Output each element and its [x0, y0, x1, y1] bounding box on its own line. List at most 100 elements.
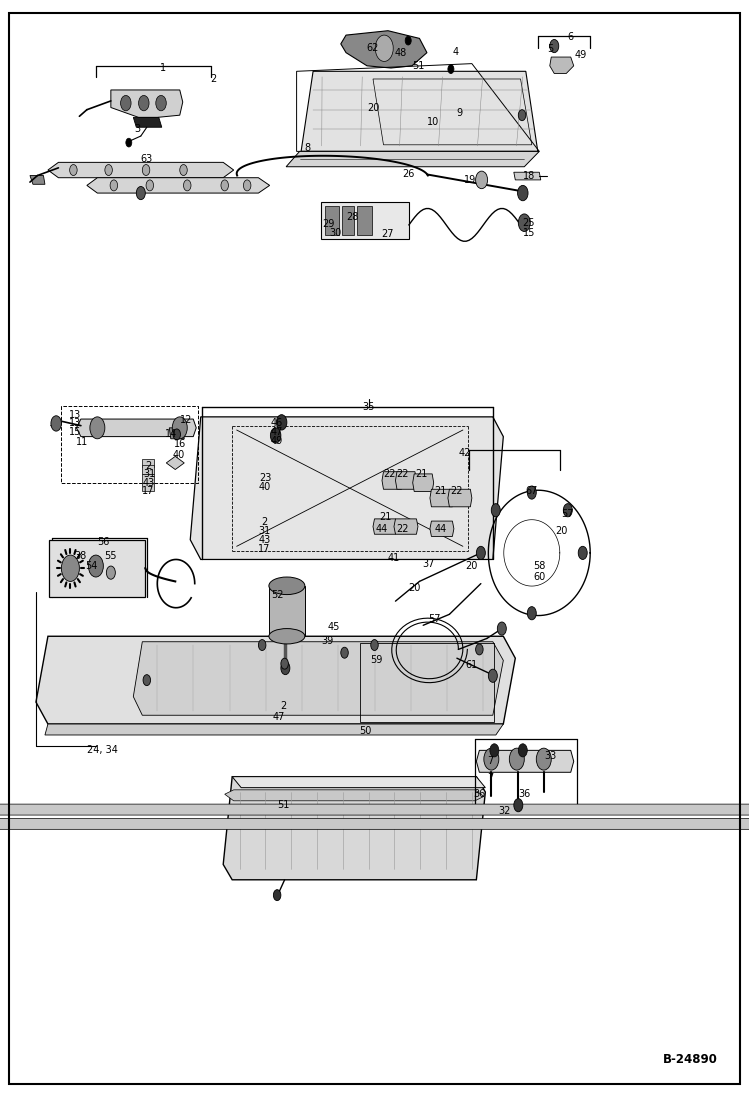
Text: 2: 2: [210, 73, 216, 84]
Text: 23: 23: [260, 473, 272, 484]
Text: 47: 47: [273, 712, 285, 723]
Text: 15: 15: [523, 227, 535, 238]
Circle shape: [341, 647, 348, 658]
Bar: [142, 483, 154, 491]
Circle shape: [106, 566, 115, 579]
Circle shape: [476, 644, 483, 655]
Text: 54: 54: [85, 561, 97, 572]
Text: 21: 21: [415, 468, 427, 479]
Text: 7: 7: [488, 772, 494, 783]
Circle shape: [527, 486, 536, 499]
Text: 27: 27: [382, 228, 394, 239]
Text: 2: 2: [261, 517, 267, 528]
Text: 9: 9: [456, 108, 462, 118]
Text: 19: 19: [464, 174, 476, 185]
Circle shape: [578, 546, 587, 559]
Text: 5: 5: [548, 44, 554, 55]
Text: 33: 33: [545, 750, 557, 761]
Circle shape: [563, 504, 572, 517]
Polygon shape: [0, 818, 749, 829]
Circle shape: [476, 546, 485, 559]
Text: 2: 2: [145, 461, 151, 472]
Circle shape: [146, 180, 154, 191]
Text: 40: 40: [258, 482, 270, 493]
Circle shape: [270, 428, 281, 443]
Text: 24, 34: 24, 34: [87, 745, 118, 756]
Polygon shape: [286, 151, 539, 167]
Text: 12: 12: [180, 415, 192, 426]
Circle shape: [281, 661, 290, 675]
Circle shape: [527, 607, 536, 620]
Text: 22: 22: [383, 468, 395, 479]
Text: 45: 45: [327, 622, 339, 633]
Text: 14: 14: [165, 429, 177, 440]
Circle shape: [143, 675, 151, 686]
Text: 8: 8: [304, 143, 310, 154]
Polygon shape: [190, 417, 503, 559]
Polygon shape: [87, 178, 270, 193]
Text: 51: 51: [277, 800, 289, 811]
Polygon shape: [341, 31, 427, 68]
Circle shape: [448, 65, 454, 73]
Bar: [142, 459, 154, 467]
Polygon shape: [476, 750, 574, 772]
Text: 15: 15: [69, 427, 81, 438]
Text: 49: 49: [574, 49, 586, 60]
Text: 26: 26: [402, 169, 414, 180]
Text: 38: 38: [75, 551, 87, 562]
Text: 3: 3: [134, 124, 140, 135]
Circle shape: [488, 669, 497, 682]
Polygon shape: [0, 804, 749, 815]
Text: 13: 13: [69, 409, 81, 420]
Text: 18: 18: [523, 170, 535, 181]
Bar: [342, 206, 354, 235]
Circle shape: [509, 748, 524, 770]
Polygon shape: [301, 71, 538, 151]
Circle shape: [514, 799, 523, 812]
Circle shape: [126, 138, 132, 147]
Circle shape: [172, 417, 187, 439]
Text: 39: 39: [321, 635, 333, 646]
Text: 63: 63: [140, 154, 152, 165]
Polygon shape: [225, 790, 484, 801]
Circle shape: [243, 180, 251, 191]
Text: 20: 20: [367, 102, 379, 113]
Polygon shape: [448, 489, 472, 507]
Text: 13: 13: [69, 418, 81, 429]
Circle shape: [142, 165, 150, 176]
Polygon shape: [166, 456, 184, 470]
Polygon shape: [382, 472, 403, 489]
Text: 37: 37: [422, 558, 434, 569]
Polygon shape: [76, 419, 196, 437]
Text: 29: 29: [322, 218, 334, 229]
Text: 36: 36: [473, 789, 485, 800]
Circle shape: [518, 185, 528, 201]
Text: 58: 58: [533, 561, 545, 572]
Circle shape: [61, 555, 79, 581]
Bar: [49, 540, 145, 597]
Circle shape: [90, 417, 105, 439]
Polygon shape: [232, 777, 485, 788]
Text: 2: 2: [280, 701, 286, 712]
Circle shape: [405, 36, 411, 45]
Polygon shape: [430, 521, 454, 536]
Text: 52: 52: [271, 589, 283, 600]
Text: 57: 57: [428, 613, 440, 624]
Text: 1: 1: [160, 63, 166, 73]
Polygon shape: [30, 176, 45, 184]
Text: 17: 17: [142, 486, 154, 497]
Circle shape: [221, 180, 228, 191]
Text: 7: 7: [488, 756, 494, 767]
Text: 49: 49: [271, 436, 283, 446]
Circle shape: [484, 748, 499, 770]
Text: 61: 61: [466, 659, 478, 670]
Circle shape: [281, 658, 288, 669]
Text: 20: 20: [466, 561, 478, 572]
Text: 17: 17: [258, 543, 270, 554]
Circle shape: [518, 744, 527, 757]
Circle shape: [173, 429, 181, 440]
Circle shape: [497, 622, 506, 635]
Polygon shape: [550, 57, 574, 73]
Polygon shape: [133, 642, 503, 715]
Circle shape: [70, 165, 77, 176]
